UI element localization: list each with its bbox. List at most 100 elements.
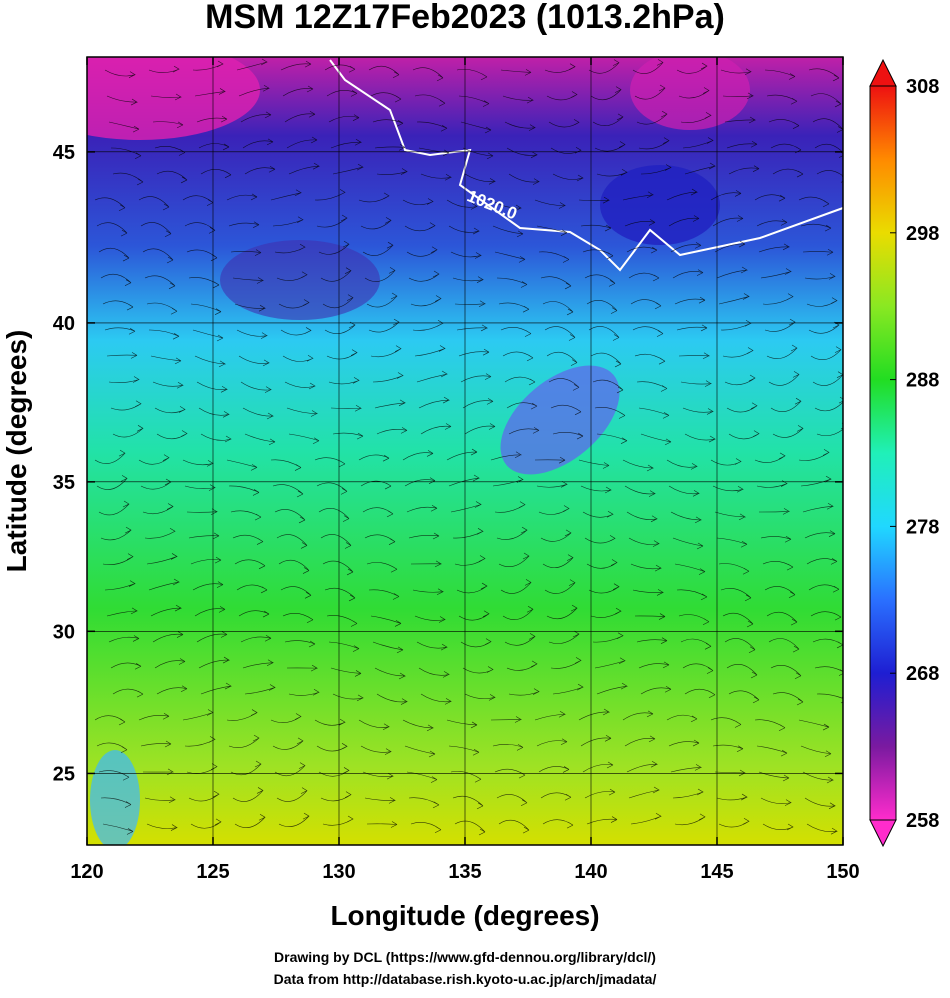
streamline [406, 246, 438, 257]
streamline [628, 537, 660, 547]
x-tick-label: 145 [700, 861, 733, 883]
streamline [720, 320, 752, 331]
streamline [314, 718, 346, 726]
streamline [552, 432, 584, 440]
land-cold [500, 365, 620, 475]
streamline [762, 823, 794, 831]
streamline [630, 812, 662, 825]
streamline [138, 196, 170, 211]
streamline [278, 812, 310, 827]
streamline [626, 760, 659, 773]
footer-line: Drawing by DCL (https://www.gfd-dennou.o… [274, 949, 656, 965]
streamline [536, 738, 568, 747]
streamline [412, 67, 444, 82]
streamline [804, 530, 836, 539]
streamline [772, 168, 804, 178]
streamline [232, 534, 264, 545]
streamline [108, 635, 140, 643]
streamline [186, 508, 218, 515]
streamline [332, 693, 364, 702]
streamline [810, 93, 842, 108]
streamline [508, 688, 540, 696]
streamline [726, 402, 758, 413]
streamline [244, 433, 276, 446]
streamline [244, 684, 276, 695]
streamline [188, 277, 220, 289]
streamline [638, 137, 670, 150]
streamline [460, 121, 492, 134]
streamline [372, 372, 404, 383]
streamline [144, 275, 176, 290]
streamline [540, 276, 572, 290]
streamline [358, 192, 390, 203]
streamline [578, 196, 610, 204]
streamline [276, 787, 308, 802]
colorbar-min-arrow [869, 819, 897, 848]
streamline [552, 173, 584, 182]
streamline [760, 268, 792, 279]
streamline [272, 216, 304, 227]
streamline [408, 532, 440, 540]
streamline [188, 790, 220, 802]
streamline [450, 501, 482, 513]
streamline [332, 432, 364, 440]
streamline [772, 692, 804, 706]
streamline [142, 248, 174, 264]
colorbar-tick-label: 258 [906, 810, 939, 832]
streamline [496, 526, 528, 540]
streamline [548, 378, 580, 391]
streamline [282, 613, 314, 624]
streamline [632, 59, 664, 74]
streamline [448, 225, 480, 235]
streamline [102, 823, 134, 835]
streamline [716, 793, 748, 801]
streamline [156, 430, 188, 440]
streamline [804, 273, 836, 280]
streamline [636, 110, 668, 125]
streamline [498, 302, 530, 313]
streamline [376, 427, 408, 435]
streamline [768, 371, 800, 386]
streamline [682, 663, 714, 674]
streamline [196, 631, 228, 643]
streamline [544, 579, 576, 594]
streamline [142, 503, 174, 515]
streamline [808, 68, 840, 82]
streamline [582, 249, 614, 260]
streamline [538, 505, 570, 515]
streamline [188, 532, 220, 540]
streamline [632, 589, 664, 596]
streamline [94, 449, 126, 464]
streamline [462, 666, 494, 674]
streamline [500, 327, 532, 337]
streamline [670, 242, 702, 253]
streamline [762, 560, 794, 571]
streamline [726, 664, 758, 679]
streamline [682, 137, 714, 149]
streamline [148, 329, 180, 340]
streamline [238, 610, 270, 618]
streamline [326, 615, 358, 627]
streamline [550, 657, 582, 669]
streamline [242, 138, 274, 149]
streamline [370, 615, 402, 627]
streamline [548, 630, 580, 644]
colorbar-max-arrow [869, 58, 897, 87]
streamline [228, 485, 260, 496]
streamline [406, 504, 438, 513]
streamline [626, 246, 658, 254]
streamline [276, 534, 308, 549]
streamline [230, 510, 262, 521]
streamline [626, 511, 658, 523]
streamline [454, 555, 486, 566]
streamline [546, 351, 578, 366]
streamline [764, 69, 796, 80]
streamline [414, 94, 446, 107]
streamline [668, 739, 700, 747]
streamline [200, 168, 232, 179]
streamline [280, 586, 312, 599]
streamline [814, 143, 843, 158]
streamline [194, 355, 227, 368]
streamline [104, 580, 136, 591]
streamline [362, 241, 394, 256]
